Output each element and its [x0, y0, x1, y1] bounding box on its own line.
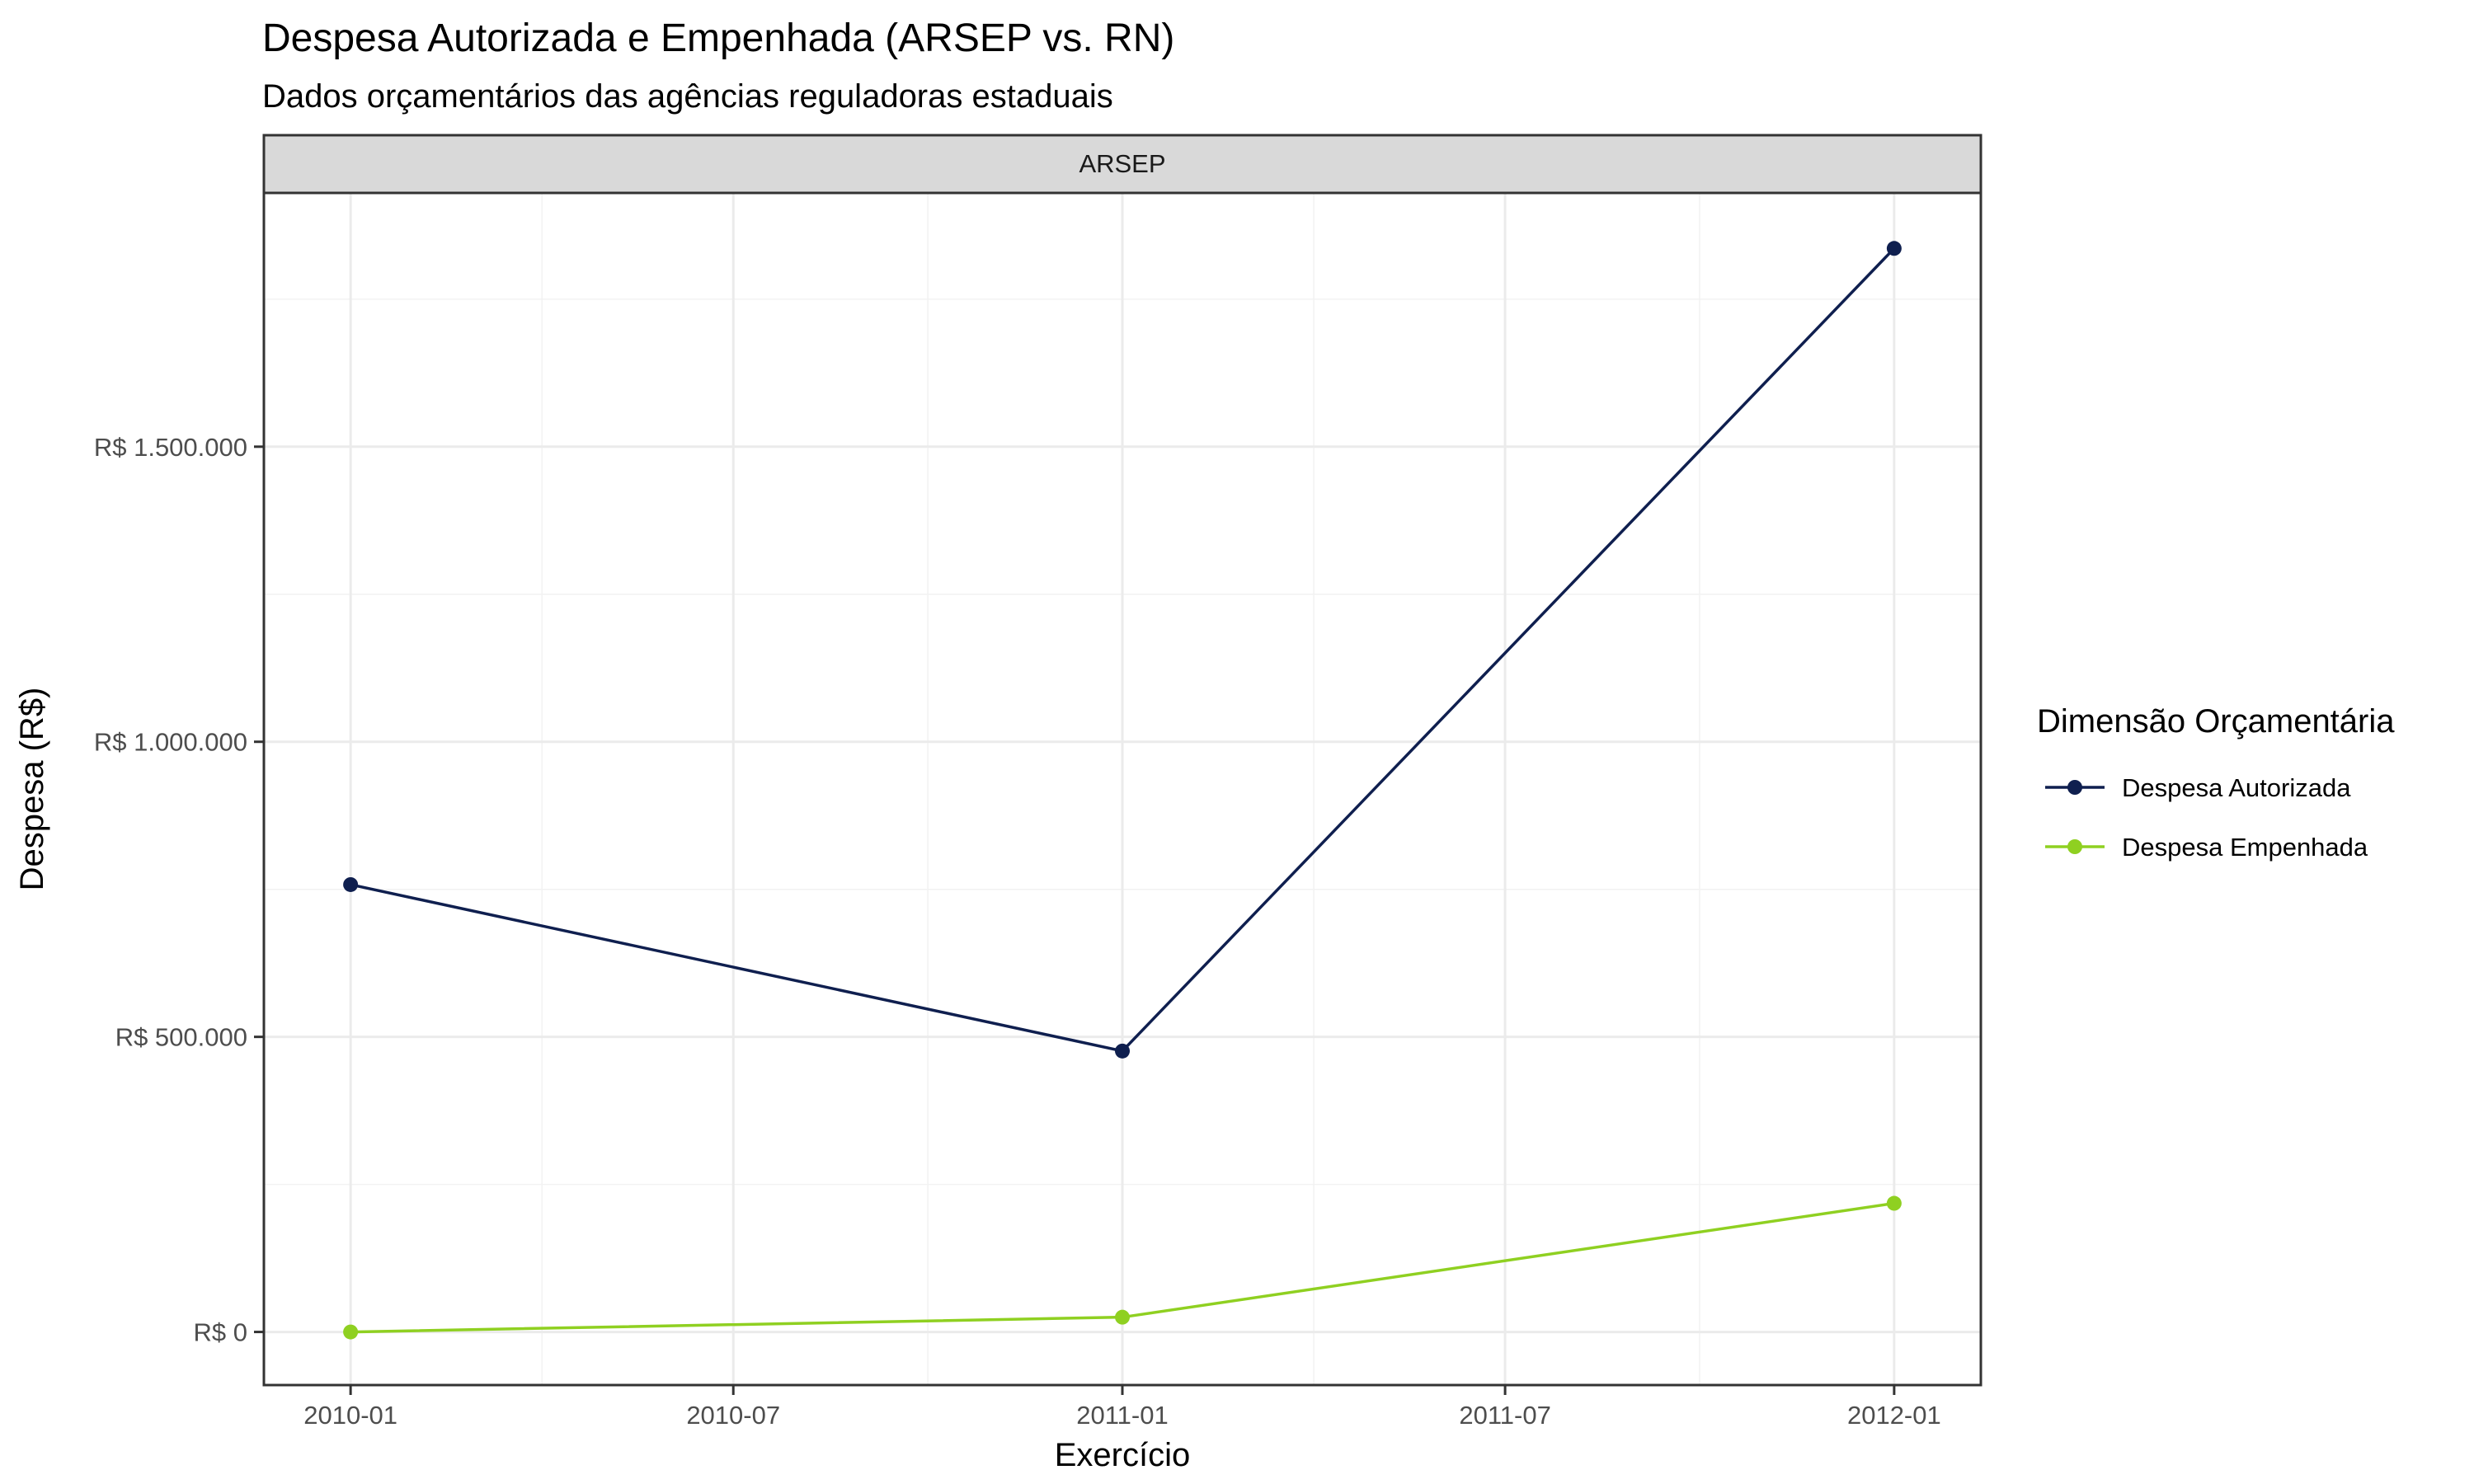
x-tick-label: 2010-01: [303, 1401, 397, 1430]
y-tick-label: R$ 500.000: [115, 1023, 247, 1052]
x-axis-title: Exercício: [1055, 1437, 1191, 1473]
grid-major: [264, 193, 1981, 1385]
data-point: [343, 876, 359, 892]
legend-key-point: [2067, 780, 2082, 795]
chart-subtitle: Dados orçamentários das agências regulad…: [262, 78, 1113, 115]
legend: Dimensão Orçamentária Despesa Autorizada…: [2037, 703, 2395, 862]
legend-label: Despesa Autorizada: [2122, 773, 2351, 802]
y-axis: R$ 0 R$ 500.000 R$ 1.000.000 R$ 1.500.000: [94, 433, 264, 1347]
series-points: [343, 241, 1902, 1340]
data-point: [1886, 1195, 1902, 1211]
data-point: [1886, 241, 1902, 256]
x-tick-label: 2010-07: [686, 1401, 780, 1430]
legend-title: Dimensão Orçamentária: [2037, 703, 2395, 740]
facet-strip: [262, 134, 1982, 195]
data-point: [1115, 1043, 1130, 1059]
data-point: [343, 1324, 359, 1340]
y-tick-label: R$ 1.500.000: [94, 433, 247, 462]
x-tick-label: 2012-01: [1847, 1401, 1941, 1430]
facet-strip-label: ARSEP: [1079, 149, 1165, 178]
y-axis-title: Despesa (R$): [14, 688, 50, 891]
x-tick-label: 2011-01: [1076, 1401, 1168, 1430]
data-point: [1115, 1309, 1130, 1325]
y-tick-label: R$ 0: [194, 1318, 247, 1347]
chart-title: Despesa Autorizada e Empenhada (ARSEP vs…: [262, 16, 1174, 60]
legend-label: Despesa Empenhada: [2122, 833, 2368, 862]
x-tick-label: 2011-07: [1459, 1401, 1550, 1430]
y-tick-label: R$ 1.000.000: [94, 728, 247, 757]
x-axis: 2010-01 2010-07 2011-01 2011-07 2012-01: [303, 1385, 1941, 1430]
legend-key-point: [2067, 839, 2082, 854]
